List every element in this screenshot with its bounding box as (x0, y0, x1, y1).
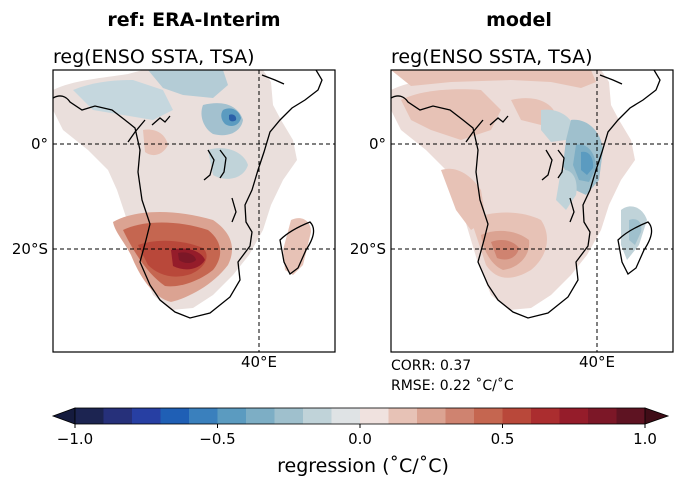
colorbar-segment (75, 408, 104, 424)
colorbar-segment (189, 408, 218, 424)
colorbar-segment (616, 408, 646, 424)
colorbar-segment (474, 408, 503, 424)
colorbar-segment (531, 408, 560, 424)
colorbar-segment (103, 408, 133, 424)
left-field (53, 70, 311, 310)
left-gridlines (53, 70, 335, 352)
colorbar-tick-label: −0.5 (199, 430, 235, 448)
colorbar-segment (217, 408, 247, 424)
colorbar-tick-label: 0.5 (491, 430, 515, 448)
colorbar-segment (160, 408, 190, 424)
right-map-frame (390, 69, 674, 353)
colorbar-tick-label: 1.0 (633, 430, 657, 448)
right-gridlines (391, 70, 673, 352)
colorbar-tick-label: 0.0 (348, 430, 372, 448)
colorbar: −1.0 −0.5 0.0 0.5 1.0 (51, 407, 670, 448)
colorbar-segment (445, 408, 475, 424)
colorbar-segment (303, 408, 332, 424)
right-coastline (391, 70, 661, 319)
colorbar-segment (502, 408, 532, 424)
right-map (391, 70, 673, 352)
right-lat-tick-20s: 20°S (350, 240, 386, 258)
colorbar-segment (360, 408, 389, 424)
colorbar-tick-label: −1.0 (57, 430, 93, 448)
colorbar-segment (274, 408, 304, 424)
left-lat-tick-0: 0° (31, 135, 48, 153)
colorbar-segment (588, 408, 617, 424)
colorbar-label: regression (˚C/˚C) (277, 455, 449, 477)
colorbar-segment (417, 408, 446, 424)
left-map (53, 70, 335, 352)
right-field (391, 70, 647, 310)
colorbar-segment (388, 408, 418, 424)
left-panel-title: ref: ERA-Interim (107, 9, 280, 31)
left-plot-title: reg(ENSO SSTA, TSA) (53, 46, 255, 68)
colorbar-segment (559, 408, 589, 424)
colorbar-segment (331, 408, 361, 424)
corr-stat: CORR: 0.37 (391, 358, 471, 374)
right-lon-tick-40e: 40°E (579, 353, 615, 371)
rmse-stat: RMSE: 0.22 ˚C/˚C (391, 377, 514, 394)
colorbar-under-arrow (51, 407, 76, 425)
left-lat-tick-20s: 20°S (12, 240, 48, 258)
left-lon-tick-40e: 40°E (241, 353, 277, 371)
left-map-frame (52, 69, 336, 353)
right-panel-title: model (486, 9, 552, 31)
left-coastline (53, 70, 323, 319)
colorbar-segment (246, 408, 275, 424)
colorbar-over-arrow (644, 407, 670, 425)
right-plot-title: reg(ENSO SSTA, TSA) (391, 46, 593, 68)
right-lat-tick-0: 0° (369, 135, 386, 153)
colorbar-segment (132, 408, 161, 424)
